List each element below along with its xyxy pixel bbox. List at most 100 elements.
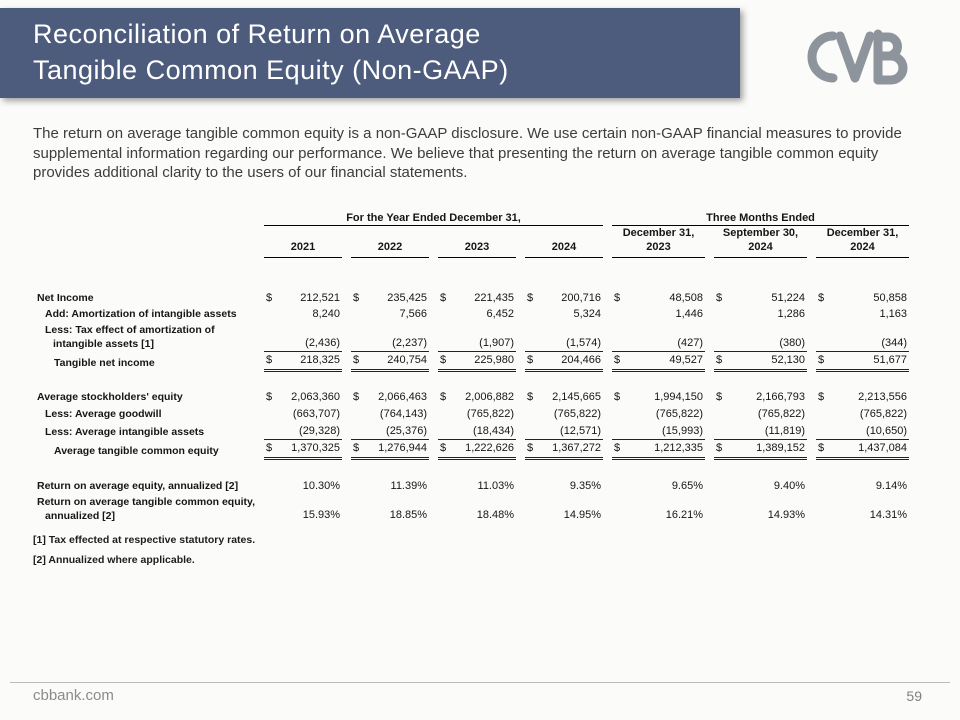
- cell-value: (764,143): [379, 407, 428, 420]
- table-row: Average tangible common equity $1,370,325…: [37, 440, 910, 461]
- cell-value: 1,163: [879, 308, 908, 321]
- table-cell: $221,435: [438, 290, 516, 307]
- cell-value: (18,434): [473, 424, 515, 437]
- table-cell: 11.03%: [438, 478, 516, 495]
- cell-value: 200,716: [561, 291, 602, 304]
- cell-value: 2,145,665: [552, 391, 602, 404]
- slide-title-line1: Reconciliation of Return on Average: [33, 19, 481, 50]
- dollar-sign: $: [527, 354, 534, 367]
- table-cell: 10.30%: [264, 478, 342, 495]
- cell-value: (10,650): [866, 424, 908, 437]
- footnotes: [1] Tax effected at respective statutory…: [33, 534, 255, 574]
- cell-value: 14.95%: [563, 509, 602, 522]
- table-cell: $1,437,084: [816, 440, 910, 461]
- cell-value: (663,707): [292, 407, 341, 420]
- dollar-sign: $: [353, 391, 360, 404]
- table-cell: $1,370,325: [264, 440, 343, 461]
- dollar-sign: $: [527, 291, 534, 304]
- corner-cell: [37, 226, 255, 258]
- table-cell: (1,907): [438, 323, 517, 353]
- table-row: Less: Tax effect of amortization of intan…: [37, 323, 910, 353]
- table-cell: $1,222,626: [438, 440, 517, 461]
- footnote-1: [1] Tax effected at respective statutory…: [33, 534, 256, 546]
- cell-value: 2,166,793: [756, 391, 806, 404]
- cell-value: 1,222,626: [465, 442, 515, 455]
- spacer-cell: [37, 372, 909, 389]
- footer-page-number: 59: [906, 688, 922, 704]
- table-cell: $1,212,335: [612, 440, 706, 461]
- table-cell: $212,521: [264, 290, 342, 307]
- table-row: Return on average tangible common equity…: [37, 495, 909, 524]
- table-cell: 5,324: [525, 306, 603, 323]
- cell-value: 1,370,325: [291, 442, 341, 455]
- cell-value: (765,822): [859, 407, 908, 420]
- table-cell: $2,066,463: [351, 389, 429, 406]
- title-banner: Reconciliation of Return on Average Tang…: [0, 8, 740, 98]
- table-cell: 7,566: [351, 306, 429, 323]
- cell-value: (15,993): [662, 424, 704, 437]
- column-header: 2022: [351, 226, 430, 258]
- dollar-sign: $: [527, 442, 534, 455]
- table-cell: (765,822): [438, 406, 516, 423]
- table-cell: (29,328): [264, 423, 343, 441]
- table-row: Tangible net income $218,325 $240,754 $225,…: [37, 352, 910, 373]
- table-cell: (10,650): [816, 423, 910, 441]
- cvb-logo-icon: [807, 29, 908, 85]
- table-cell: 9.14%: [816, 478, 909, 495]
- table-cell: $1,276,944: [351, 440, 430, 461]
- cell-value: 14.93%: [767, 509, 806, 522]
- reconciliation-table-container: For the Year Ended December 31, Three Mon…: [28, 212, 918, 524]
- cell-value: 2,066,463: [378, 391, 428, 404]
- table-cell: $1,367,272: [525, 440, 604, 461]
- column-header: December 31, 2024: [816, 226, 910, 258]
- footer-website: cbbank.com: [33, 687, 114, 704]
- table-cell: 1,286: [714, 306, 807, 323]
- cell-value: 15.93%: [302, 509, 341, 522]
- dollar-sign: $: [716, 291, 723, 304]
- dollar-sign: $: [716, 391, 723, 404]
- group-header-2: Three Months Ended: [612, 212, 910, 226]
- table-row: Less: Average intangible assets (29,328) (…: [37, 423, 910, 441]
- table-cell: $2,213,556: [816, 389, 909, 406]
- dollar-sign: $: [266, 391, 273, 404]
- cell-value: 2,213,556: [858, 391, 908, 404]
- table-cell: (765,822): [525, 406, 603, 423]
- footer-divider: [10, 682, 950, 683]
- table-cell: $51,677: [816, 352, 910, 373]
- table-cell: $218,325: [264, 352, 343, 373]
- dollar-sign: $: [818, 442, 825, 455]
- cell-value: 235,425: [387, 291, 428, 304]
- cell-value: 1,367,272: [552, 442, 602, 455]
- spacer-cell: [37, 258, 909, 290]
- dollar-sign: $: [440, 354, 447, 367]
- cell-value: 1,212,335: [654, 442, 704, 455]
- table-cell: (12,571): [525, 423, 604, 441]
- slide-title: Reconciliation of Return on Average Tang…: [33, 17, 509, 88]
- cell-value: (25,376): [386, 424, 428, 437]
- cell-value: 52,130: [771, 354, 806, 367]
- table-row: Net Income $212,521 $235,425 $221,435 $200,7…: [37, 290, 909, 307]
- cell-value: 218,325: [300, 354, 341, 367]
- cell-value: 8,240: [312, 308, 341, 321]
- table-cell: 8,240: [264, 306, 342, 323]
- cell-value: 18.85%: [389, 509, 428, 522]
- cell-value: 6,452: [486, 308, 515, 321]
- cell-value: (29,328): [299, 424, 341, 437]
- cell-value: 225,980: [474, 354, 515, 367]
- cell-value: (11,819): [764, 424, 806, 437]
- cell-value: 51,224: [771, 291, 806, 304]
- row-label: Less: Tax effect of amortization of intan…: [45, 324, 215, 350]
- table-cell: (765,822): [816, 406, 909, 423]
- cell-value: (1,907): [479, 336, 515, 349]
- corner-cell: [37, 212, 255, 226]
- table-row: Average stockholders' equity $2,063,360 $2…: [37, 389, 909, 406]
- table-cell: (765,822): [714, 406, 807, 423]
- dollar-sign: $: [353, 354, 360, 367]
- cell-value: 11.03%: [477, 480, 515, 493]
- cell-value: (427): [677, 336, 704, 349]
- table-cell: 15.93%: [264, 495, 342, 524]
- intro-paragraph: The return on average tangible common eq…: [33, 125, 902, 181]
- cell-value: 204,466: [561, 354, 602, 367]
- cell-value: 7,566: [399, 308, 428, 321]
